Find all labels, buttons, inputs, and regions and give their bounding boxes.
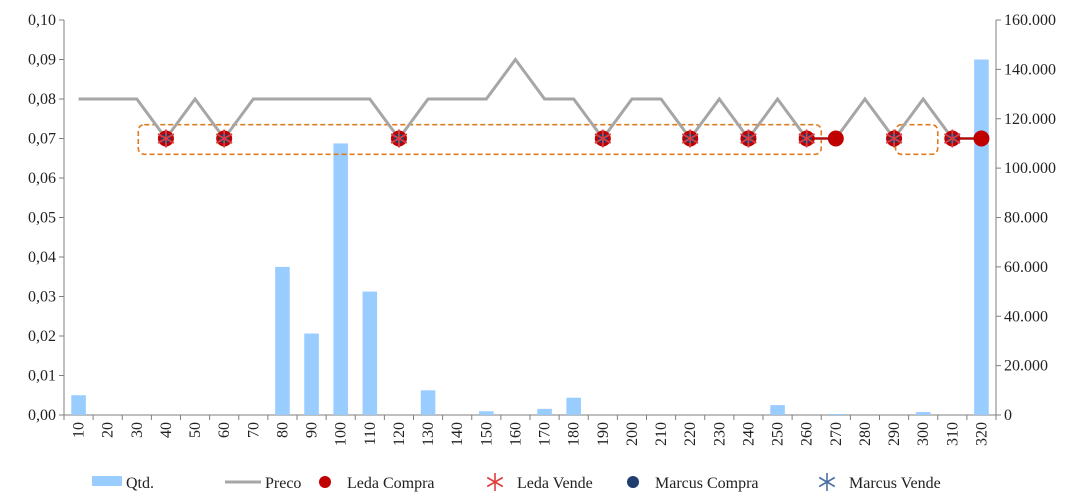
x-tick-label: 310: [944, 422, 961, 446]
legend-swatch-circle: [627, 476, 639, 488]
left-tick-label: 0,01: [28, 368, 56, 385]
legend-swatch-star: [486, 473, 504, 491]
x-tick-label: 80: [274, 422, 291, 438]
x-tick-label: 280: [857, 422, 874, 446]
x-tick-label: 70: [245, 422, 262, 438]
legend-label: Marcus Compra: [655, 475, 759, 492]
marker-leda-vende: [740, 129, 757, 148]
x-tick-label: 150: [478, 422, 495, 446]
legend-label: Marcus Vende: [849, 475, 941, 492]
bar-qtd: [362, 291, 378, 415]
x-tick-label: 300: [915, 422, 932, 446]
x-tick-label: 120: [391, 422, 408, 446]
legend-swatch-star: [818, 473, 836, 491]
x-tick-label: 230: [711, 422, 728, 446]
right-tick-label: 20.000: [1004, 358, 1048, 375]
x-tick-label: 250: [770, 422, 787, 446]
x-tick-label: 160: [507, 422, 524, 446]
x-tick-label: 100: [333, 422, 350, 446]
bar-qtd: [420, 390, 436, 415]
x-tick-label: 90: [304, 422, 321, 438]
bar-qtd: [537, 408, 552, 415]
x-tick-label: 40: [158, 422, 175, 438]
x-tick-label: 60: [216, 422, 233, 438]
bar-qtd: [828, 414, 844, 415]
x-tick-label: 110: [362, 422, 379, 445]
bar-qtd: [71, 395, 86, 415]
left-tick-label: 0,10: [28, 12, 56, 29]
marker-leda-vende: [798, 129, 815, 148]
x-tick-label: 10: [71, 422, 88, 438]
x-tick-label: 190: [595, 422, 612, 446]
marker-leda-vende: [594, 129, 612, 148]
left-tick-label: 0,00: [28, 407, 56, 424]
right-tick-label: 160.000: [1004, 12, 1056, 29]
x-tick-label: 180: [566, 422, 583, 446]
left-tick-label: 0,04: [28, 249, 56, 266]
bar-qtd: [566, 397, 581, 415]
x-tick-label: 210: [653, 422, 670, 446]
bar-qtd: [304, 333, 319, 415]
right-tick-label: 120.000: [1004, 111, 1056, 128]
marker-leda-vende: [944, 129, 961, 148]
left-tick-label: 0,03: [28, 289, 56, 306]
x-tick-label: 220: [682, 422, 699, 446]
right-tick-label: 40.000: [1004, 308, 1048, 325]
legend-swatch-bar: [92, 476, 122, 486]
x-tick-label: 200: [624, 422, 641, 446]
x-tick-label: 240: [740, 422, 757, 446]
bar-qtd: [275, 266, 290, 415]
right-tick-label: 140.000: [1004, 61, 1056, 78]
left-tick-label: 0,07: [28, 131, 56, 148]
bar-qtd: [479, 411, 494, 415]
left-tick-label: 0,08: [28, 91, 56, 108]
line-preco: [78, 56, 982, 142]
left-tick-label: 0,02: [28, 328, 56, 345]
left-tick-label: 0,05: [28, 210, 56, 227]
x-tick-label: 20: [100, 422, 117, 438]
x-tick-label: 130: [420, 422, 437, 446]
x-tick-label: 270: [828, 422, 845, 446]
marker-leda-compra: [973, 130, 990, 147]
x-tick-label: 50: [187, 422, 204, 438]
x-tick-label: 30: [129, 422, 146, 438]
marker-leda-vende: [215, 129, 233, 148]
right-tick-label: 0: [1004, 407, 1012, 424]
x-tick-label: 260: [799, 422, 816, 446]
left-tick-label: 0,06: [28, 170, 56, 187]
marker-leda-compra: [827, 130, 844, 147]
marker-leda-vende: [157, 129, 175, 148]
x-tick-label: 140: [449, 422, 466, 446]
marker-leda-vende: [390, 129, 408, 148]
bar-qtd: [974, 59, 989, 415]
annotation-box: [137, 123, 823, 156]
bar-qtd: [770, 405, 785, 415]
legend-label: Leda Vende: [517, 475, 593, 492]
right-tick-label: 60.000: [1004, 259, 1048, 276]
x-tick-label: 290: [886, 422, 903, 446]
marker-leda-vende: [885, 129, 903, 148]
legend-swatch-circle: [319, 476, 331, 488]
bar-qtd: [333, 143, 348, 415]
right-tick-label: 100.000: [1004, 160, 1056, 177]
right-tick-label: 80.000: [1004, 210, 1048, 227]
legend-label: Leda Compra: [347, 475, 435, 492]
left-tick-label: 0,09: [28, 52, 56, 69]
bar-qtd: [915, 412, 931, 415]
marker-leda-vende: [681, 129, 699, 148]
x-tick-label: 320: [973, 422, 990, 446]
legend-label: Preco: [265, 475, 301, 492]
x-tick-label: 170: [537, 422, 554, 446]
legend-label: Qtd.: [126, 475, 154, 492]
